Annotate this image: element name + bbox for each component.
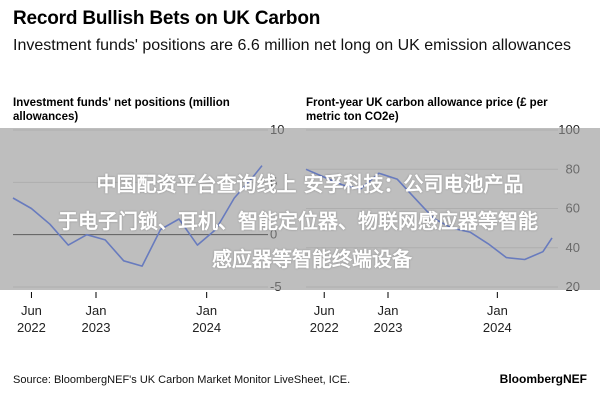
x-tick-month-1-2: Jan (487, 303, 508, 318)
x-tick-year-1-0: 2022 (310, 320, 339, 335)
x-tick-month-1-1: Jan (378, 303, 399, 318)
x-tick-month-0-0: Jun (21, 303, 42, 318)
overlay-text-line-1: 中国配资平台查询线上 安孚科技：公司电池产品 (96, 172, 524, 196)
x-tick-year-0-2: 2024 (192, 320, 221, 335)
left-panel-title: Investment funds' net positions (million… (13, 97, 230, 123)
overlay-text-line-2: 于电子门锁、耳机、智能定位器、物联网感应器等智能 (58, 209, 538, 233)
x-tick-month-0-2: Jan (196, 303, 217, 318)
overlay-banner (0, 128, 600, 290)
x-tick-year-1-1: 2023 (374, 320, 403, 335)
chart-title: Record Bullish Bets on UK Carbon (13, 8, 321, 29)
x-tick-month-1-0: Jun (314, 303, 335, 318)
x-tick-year-0-0: 2022 (17, 320, 46, 335)
x-tick-month-0-1: Jan (86, 303, 107, 318)
chart-subtitle: Investment funds' positions are 6.6 mill… (13, 37, 572, 54)
x-tick-year-1-2: 2024 (483, 320, 512, 335)
right-panel-title: Front-year UK carbon allowance price (£ … (306, 97, 548, 123)
overlay-text-line-3: 感应器等智能终端设备 (212, 247, 412, 271)
brand-logo-text: BloombergNEF (499, 372, 587, 386)
x-tick-year-0-1: 2023 (82, 320, 111, 335)
source-note: Source: BloombergNEF's UK Carbon Market … (13, 374, 351, 386)
